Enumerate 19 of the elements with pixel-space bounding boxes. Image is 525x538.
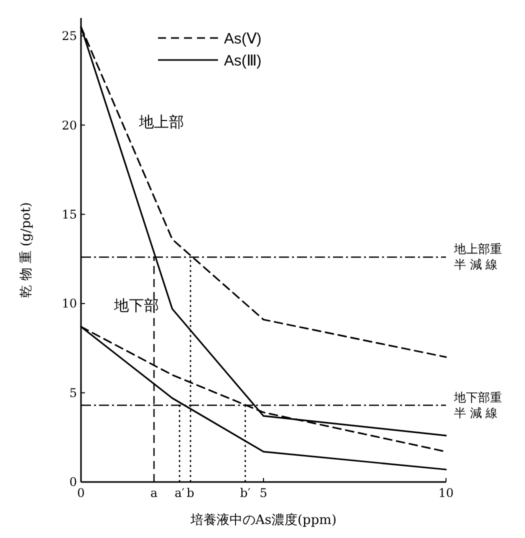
y-tick-label: 15 xyxy=(62,208,77,222)
legend-label: As(Ⅴ) xyxy=(224,30,262,48)
ref-line-label: a xyxy=(150,486,158,500)
y-tick-label: 20 xyxy=(62,118,77,132)
ref-line-label: b′ xyxy=(240,486,251,500)
y-tick-label: 10 xyxy=(62,296,77,311)
y-tick-label: 5 xyxy=(69,386,77,400)
ref-line-label: 地下部重半 減 線 xyxy=(453,390,502,420)
y-tick-label: 25 xyxy=(62,29,77,44)
y-tick-label: 0 xyxy=(69,475,77,490)
annotation: 地上部 xyxy=(138,112,184,131)
ref-line-label: a′ xyxy=(174,486,185,500)
legend-label: As(Ⅲ) xyxy=(224,52,262,70)
x-axis-title: 培養液中のAs濃度(ppm) xyxy=(189,512,337,528)
ref-line-label: 地上部重半 減 線 xyxy=(453,242,502,272)
y-axis-title: 乾 物 重 (g/pot) xyxy=(19,202,34,298)
x-tick-label: 10 xyxy=(438,486,454,500)
x-tick-label: 5 xyxy=(260,486,268,500)
ref-line-label: b xyxy=(186,486,195,500)
